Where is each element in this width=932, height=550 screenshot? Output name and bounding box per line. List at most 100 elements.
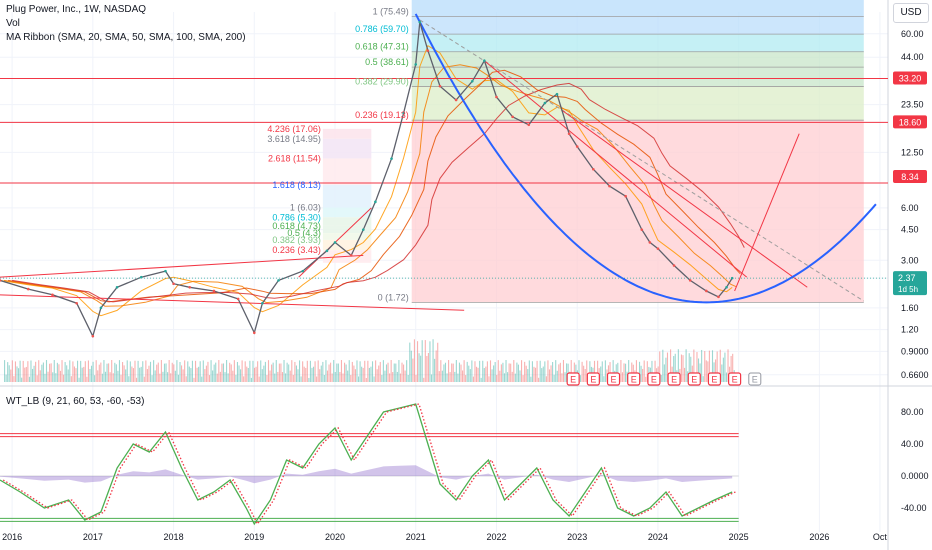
volume-bar [699, 363, 701, 382]
volume-bar [421, 340, 423, 382]
volume-bar [643, 360, 645, 382]
volume-bar [390, 360, 392, 382]
volume-bar [229, 362, 231, 382]
volume-bar [494, 361, 496, 382]
volume-bar [83, 366, 85, 382]
volume-bar [202, 360, 204, 382]
volume-bar [429, 341, 431, 382]
earnings-marker [667, 372, 681, 386]
volume-bar [531, 361, 533, 382]
fib-label: 1 (75.49) [373, 6, 409, 16]
volume-bar [247, 368, 249, 382]
volume-bar [462, 370, 464, 382]
volume-bar [64, 362, 66, 382]
price-point [575, 145, 579, 148]
volume-bar [503, 373, 506, 382]
fib-label: 0.5 (38.61) [365, 57, 409, 67]
volume-bar [480, 377, 482, 382]
volume-bar [454, 371, 456, 382]
volume-bar [351, 361, 353, 382]
volume-bar [316, 376, 318, 382]
price-tick-label: 0.6600 [901, 370, 929, 380]
volume-bar [215, 362, 217, 382]
ma-line [0, 44, 733, 317]
volume-bar [387, 362, 389, 382]
volume-bar [159, 373, 161, 382]
volume-bar [399, 373, 402, 382]
volume-bar [593, 360, 596, 382]
volume-bar [219, 371, 221, 382]
indicator-legend[interactable]: WT_LB (9, 21, 60, 53, -60, -53) [6, 396, 145, 407]
price-point [51, 293, 54, 297]
price-point [717, 295, 720, 299]
volume-bar [218, 360, 220, 382]
earnings-marker [647, 372, 661, 386]
price-axis[interactable]: 60.00 44.00 33.20 23.50 18.60 12.50 8.34 6.00 4.… [893, 29, 929, 380]
volume-bar [722, 357, 724, 382]
price-point [325, 249, 329, 253]
volume-bar [140, 366, 142, 382]
volume-bar [547, 360, 549, 382]
volume-bar [472, 376, 474, 382]
volume-bar [508, 363, 510, 382]
time-axis[interactable]: 2016 2017 2018 2019 2020 2021 2022 2023 2024 2025… [2, 532, 887, 542]
price-point [624, 194, 627, 198]
volume-bar [350, 374, 352, 382]
volume-bar [260, 360, 262, 382]
price-point [0, 279, 2, 282]
volume-bar [280, 363, 282, 382]
volume-bar [420, 355, 422, 382]
volume-bar [311, 367, 313, 382]
price-point [361, 228, 365, 231]
price-tick-label: 12.50 [901, 147, 924, 157]
volume-bar [628, 360, 630, 382]
fib-labels: 1 (75.49) 0.786 (59.70) 0.618 (47.31) 0.5 (… [267, 6, 408, 302]
currency-button[interactable]: USD [893, 3, 929, 23]
volume-bar [89, 368, 91, 382]
time-tick-label: 2024 [648, 532, 668, 542]
volume-bar [693, 349, 695, 382]
volume-bar [623, 363, 625, 382]
volume-bar [241, 360, 243, 382]
volume-bar [448, 360, 450, 382]
volume-legend[interactable]: Vol [6, 18, 20, 29]
price-point [164, 269, 167, 273]
volume-bar [319, 369, 321, 382]
volume-bar [404, 370, 406, 382]
volume-bar [654, 360, 656, 382]
fib-zones [322, 0, 864, 303]
volume-bar [474, 361, 476, 382]
volume-bar [344, 362, 346, 382]
volume-bar [14, 361, 17, 382]
trendline [734, 133, 800, 292]
volume-bar [131, 366, 133, 382]
volume-bar [416, 341, 419, 382]
volume-bar [151, 375, 153, 382]
volume-bar [488, 376, 490, 382]
volume-bar [536, 360, 538, 382]
volume-bar [163, 363, 166, 382]
volume-bar [711, 350, 714, 382]
ma-ribbon-legend[interactable]: MA Ribbon (SMA, 20, SMA, 50, SMA, 100, S… [6, 32, 246, 43]
trendline [0, 294, 465, 311]
symbol-title[interactable]: Plug Power, Inc., 1W, NASDAQ [6, 4, 147, 15]
volume-bar [297, 369, 299, 382]
volume-bar [666, 352, 669, 382]
volume-bar [583, 365, 585, 382]
volume-bar [171, 362, 173, 382]
volume-bar [505, 360, 507, 382]
volume-bar [112, 373, 114, 382]
volume-bar [69, 360, 71, 382]
time-tick-label: 2025 [729, 532, 749, 542]
price-line [0, 21, 733, 339]
volume-bar [725, 372, 728, 382]
volume-bar [146, 369, 148, 382]
earnings-marker [606, 372, 621, 386]
volume-bar [534, 367, 537, 382]
earnings-marker-label: E [651, 375, 657, 385]
volume-bar [128, 376, 130, 382]
volume-bar [212, 370, 214, 382]
price-point [527, 123, 531, 127]
volume-bar [496, 374, 498, 382]
volume-bar [216, 373, 218, 382]
